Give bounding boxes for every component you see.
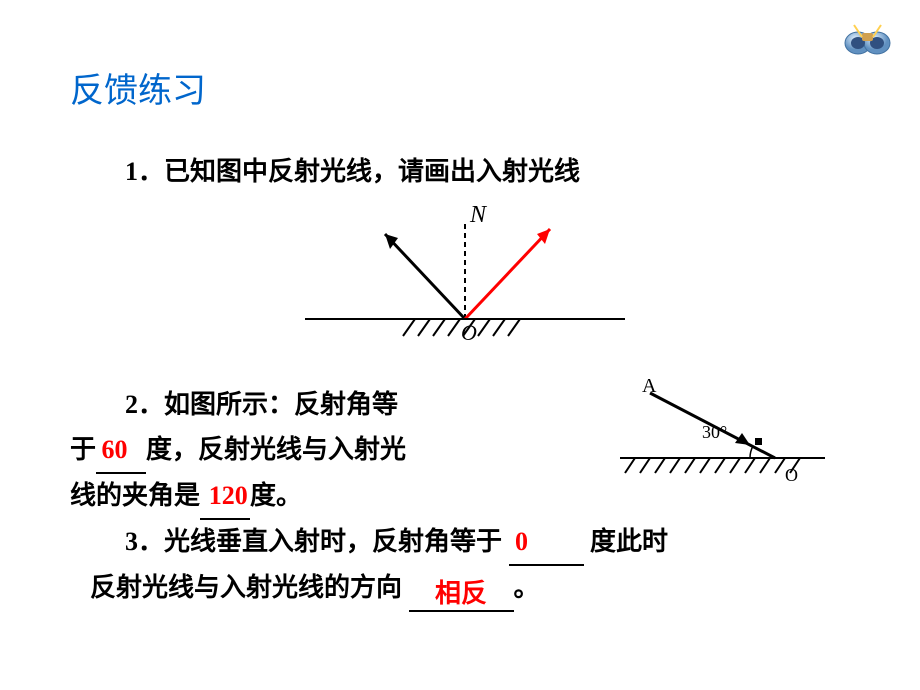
q3-line2b: 。 [514,573,540,602]
question-2: A 30° [70,383,860,520]
diagram-2: A 30° [600,378,840,502]
q3-line1a: 光线垂直入射时，反射角等于 [164,527,509,556]
origin-label-1: O [461,320,477,345]
q1-text: 已知图中反射光线，请画出入射光线 [164,157,580,186]
answer-0: 0 [515,527,528,556]
binoculars-icon [840,15,895,65]
answer-opposite: 相反 [435,579,487,608]
origin-label-2: O [785,465,798,485]
blank-3: 0 [509,520,584,566]
q1-number: 1． [125,157,164,186]
q2-number: 2． [125,390,164,419]
q2-line1-text: 如图所示：反射角等 [164,390,398,419]
question-1: 1．已知图中反射光线，请画出入射光线 [125,150,860,194]
q2-line2b: 度，反射光线与入射光 [146,435,406,464]
q3-line2a: 反射光线与入射光线的方向 [90,573,409,602]
blank-1: 60 [96,428,146,474]
q2-line2a: 于 [70,435,96,464]
q3-number: 3． [125,527,164,556]
diagram-1: N O [70,204,860,368]
q2-line3b: 度。 [250,481,302,510]
q3-line1b: 度此时 [584,527,669,556]
blank-4: 相反 [409,566,514,612]
normal-label: N [469,204,488,228]
answer-60: 60 [102,435,128,464]
q2-line3a: 线的夹角是 [70,481,200,510]
question-3: 3．光线垂直入射时，反射角等于 0 度此时 [125,520,860,566]
content-area: 1．已知图中反射光线，请画出入射光线 N O [70,150,860,612]
blank-2: 120 [200,474,250,520]
page-title: 反馈练习 [70,63,206,112]
question-3b: 反射光线与入射光线的方向 相反。 [90,566,860,612]
angle-30-label: 30° [702,422,727,442]
answer-120: 120 [209,481,248,510]
